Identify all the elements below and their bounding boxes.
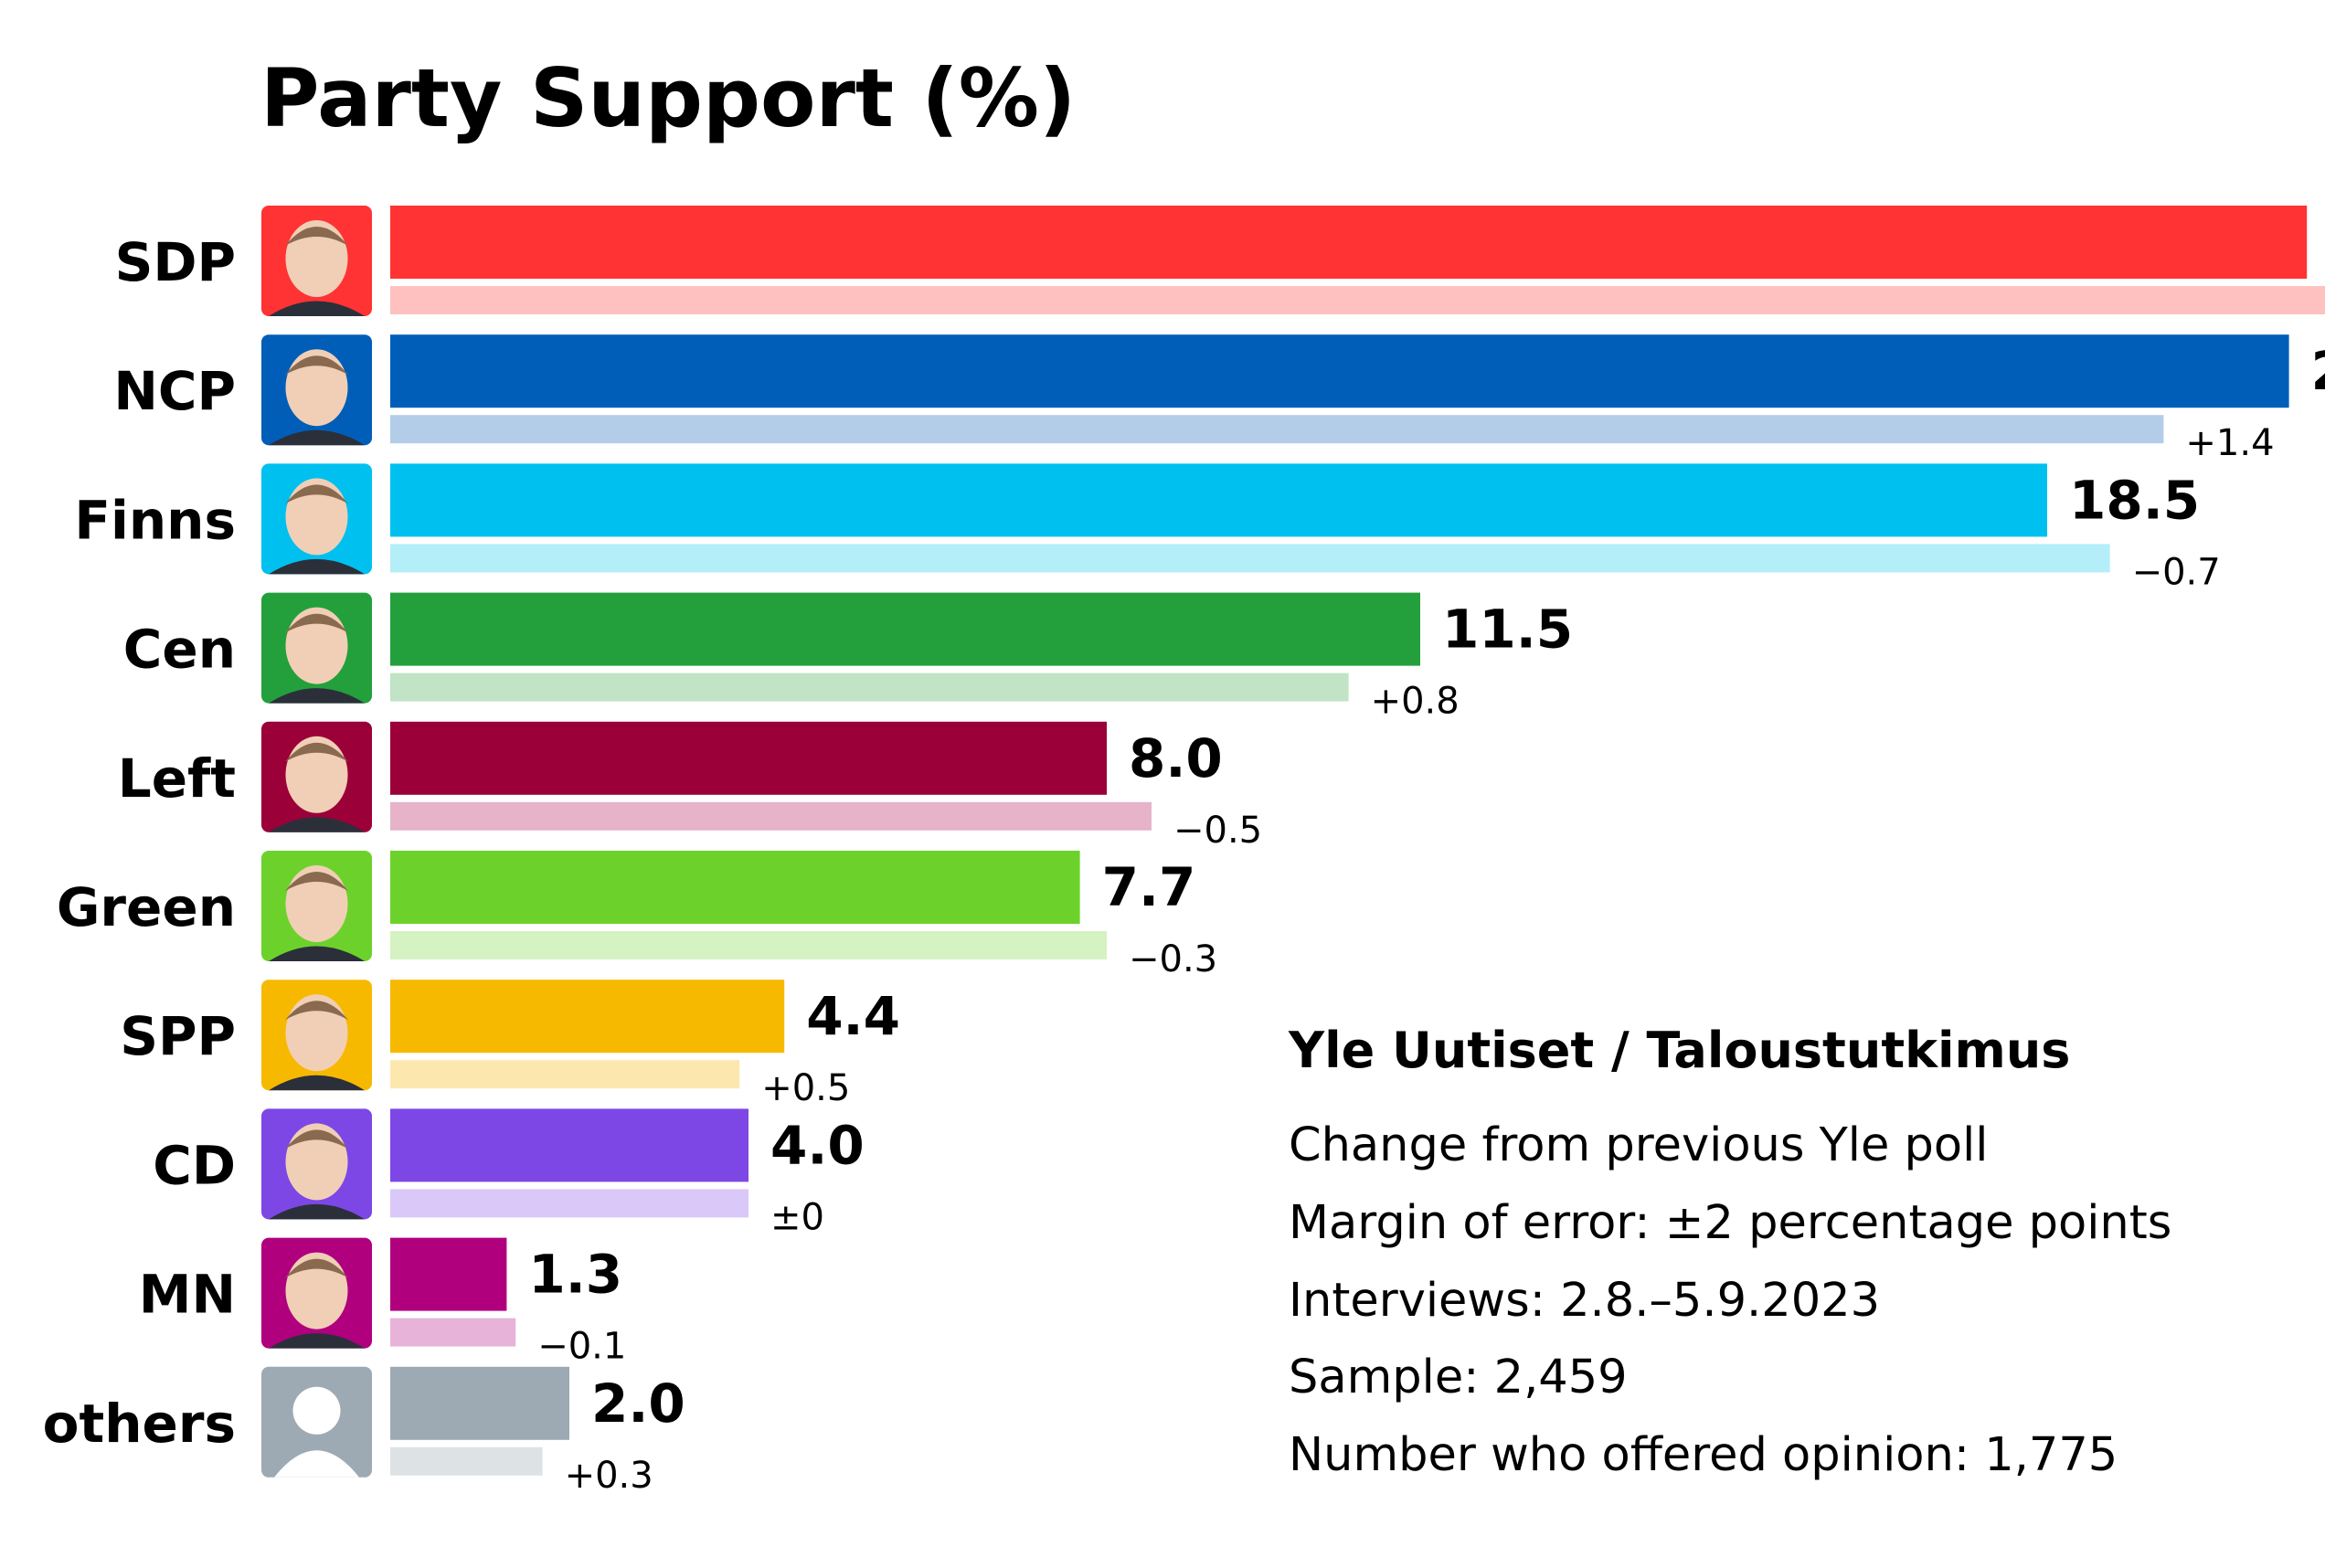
previous-bar-others — [390, 1446, 543, 1476]
change-label-green: −0.3 — [1129, 938, 1217, 980]
info-change-note: Change from previous Yle poll — [1289, 1118, 1988, 1172]
previous-bar-left — [390, 801, 1152, 831]
person-photo-icon — [261, 206, 372, 316]
change-label-spp: +0.5 — [761, 1067, 850, 1109]
person-photo-icon — [261, 980, 372, 1091]
change-label-others: +0.3 — [565, 1455, 653, 1497]
info-opinion-count: Number who offered opinion: 1,775 — [1289, 1428, 2118, 1482]
info-sample-size: Sample: 2,459 — [1289, 1351, 1628, 1404]
previous-bar-sdp — [390, 286, 2325, 314]
bar-finns — [390, 463, 2047, 537]
person-photo-icon — [261, 592, 372, 704]
value-label-mn: 1.3 — [528, 1244, 622, 1306]
bar-others — [390, 1366, 569, 1440]
party-label-finns: Finns — [74, 489, 236, 551]
party-label-spp: SPP — [120, 1005, 236, 1067]
bar-sdp — [390, 206, 2308, 279]
party-label-sdp: SDP — [115, 231, 236, 293]
value-label-cen: 11.5 — [1442, 599, 1573, 661]
bar-cen — [390, 592, 1420, 666]
previous-bar-mn — [390, 1318, 516, 1347]
party-label-cd: CD — [153, 1134, 236, 1196]
change-label-cd: ±0 — [770, 1196, 824, 1238]
party-label-cen: Cen — [123, 619, 236, 681]
value-label-ncp: 21.2 — [2311, 340, 2325, 402]
previous-bar-spp — [390, 1060, 740, 1089]
bars-group: SDP21.4−1.4NCP21.2+1.4Finns18.5−0.7Cen11… — [43, 206, 2325, 1497]
person-photo-icon — [261, 851, 372, 961]
party-label-others: others — [43, 1393, 236, 1455]
source-info: Yle Uutiset / Taloustutkimus Change from… — [1288, 1022, 2171, 1482]
change-label-finns: −0.7 — [2132, 551, 2221, 593]
person-photo-icon — [261, 1237, 372, 1349]
person-photo-icon — [261, 334, 372, 446]
change-label-ncp: +1.4 — [2185, 422, 2274, 464]
source-label: Yle Uutiset / Taloustutkimus — [1288, 1022, 2070, 1079]
bar-green — [390, 851, 1080, 924]
value-label-green: 7.7 — [1102, 856, 1196, 918]
info-margin-of-error: Margin of error: ±2 percentage points — [1289, 1196, 2171, 1250]
value-label-cd: 4.0 — [770, 1114, 865, 1176]
value-label-left: 8.0 — [1129, 727, 1223, 789]
bar-left — [390, 721, 1107, 795]
bar-spp — [390, 980, 785, 1054]
value-label-finns: 18.5 — [2069, 469, 2200, 531]
bar-mn — [390, 1237, 507, 1311]
chart-title: Party Support (%) — [260, 51, 1076, 145]
previous-bar-green — [390, 931, 1107, 959]
party-label-mn: MN — [139, 1264, 236, 1326]
person-photo-icon — [261, 1108, 372, 1220]
value-label-others: 2.0 — [591, 1372, 685, 1435]
change-label-cen: +0.8 — [1371, 681, 1460, 723]
person-silhouette-icon — [261, 1366, 372, 1478]
previous-bar-ncp — [390, 415, 2164, 444]
change-label-left: −0.5 — [1173, 810, 1262, 852]
party-label-ncp: NCP — [113, 360, 236, 422]
change-label-mn: −0.1 — [537, 1326, 626, 1368]
party-label-green: Green — [57, 876, 236, 938]
bar-cd — [390, 1108, 748, 1182]
info-interview-dates: Interviews: 2.8.–5.9.2023 — [1289, 1274, 1880, 1328]
party-label-left: Left — [118, 747, 236, 810]
person-photo-icon — [261, 721, 372, 832]
previous-bar-cen — [390, 673, 1349, 702]
previous-bar-finns — [390, 544, 2110, 573]
person-photo-icon — [261, 463, 372, 575]
bar-ncp — [390, 334, 2289, 408]
value-label-spp: 4.4 — [806, 985, 900, 1047]
previous-bar-cd — [390, 1189, 748, 1218]
